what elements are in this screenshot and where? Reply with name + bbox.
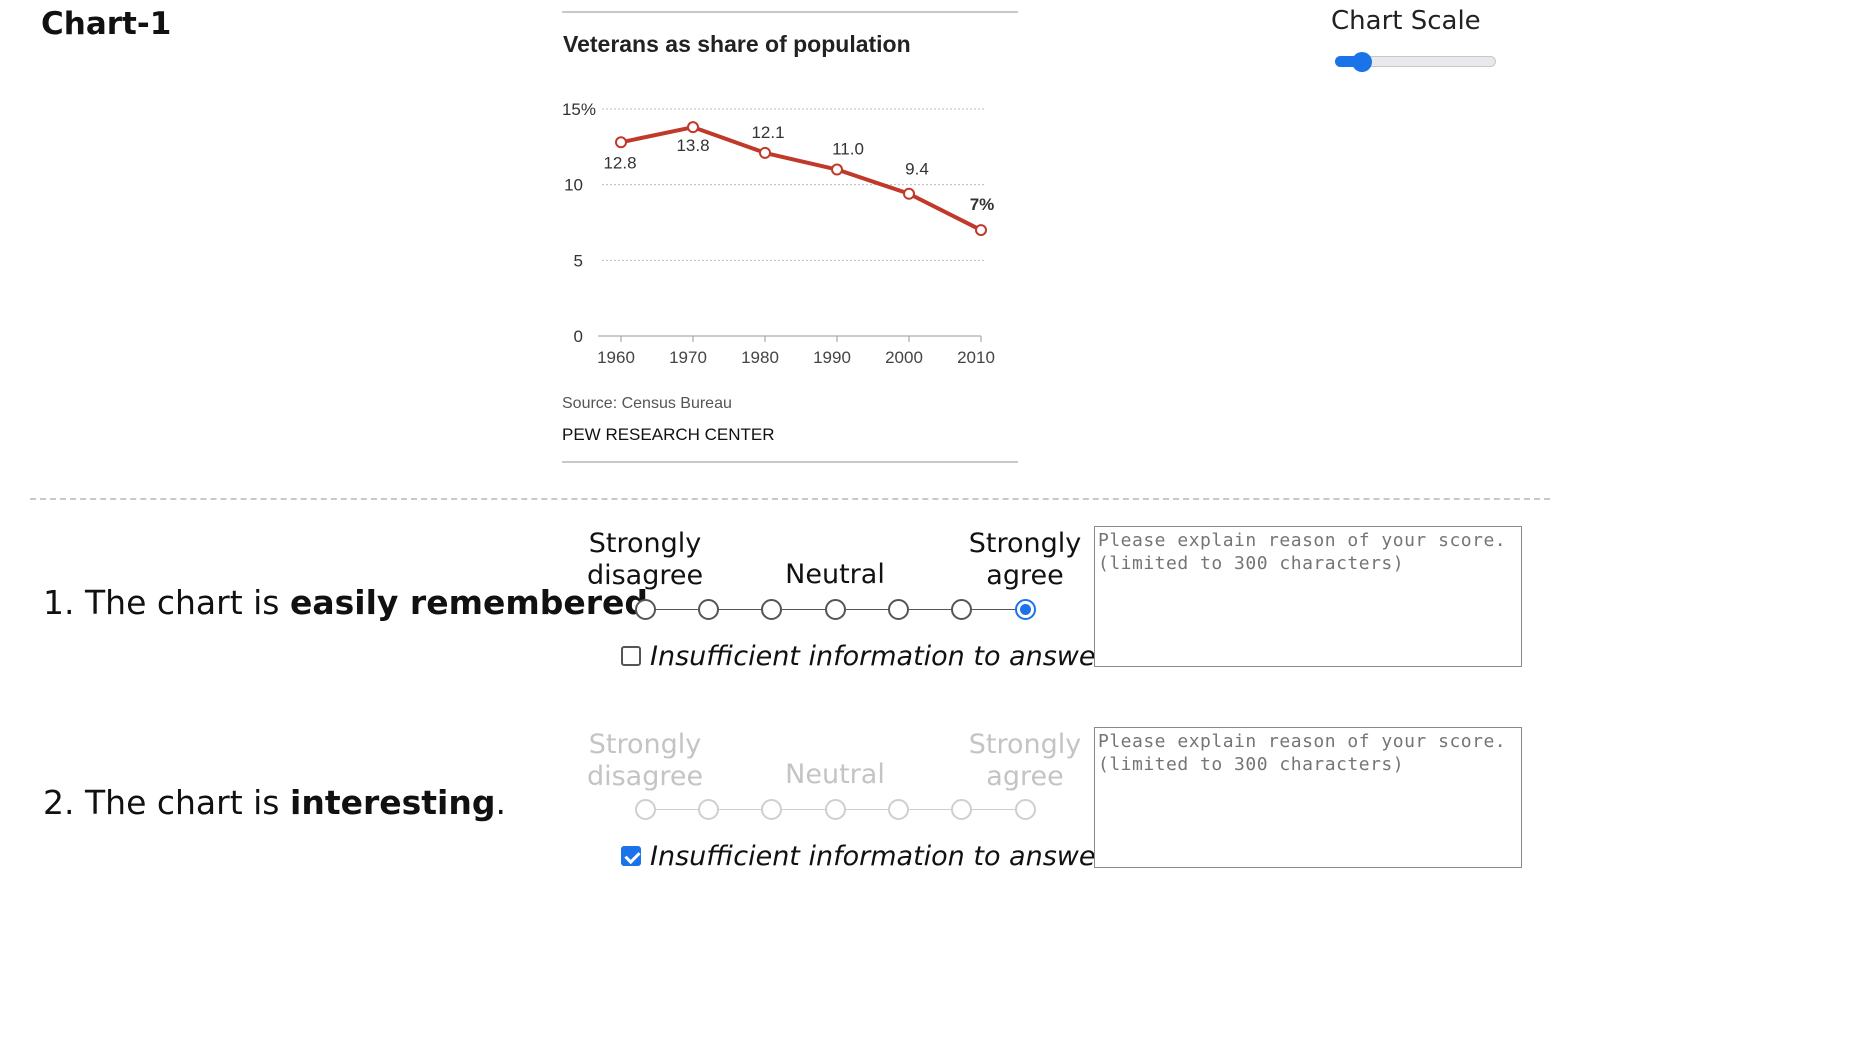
question-emphasis: interesting xyxy=(290,783,496,822)
scale-label-mid: Neutral xyxy=(785,559,885,590)
question-prefix: The chart is xyxy=(85,783,280,822)
chart-image: Veterans as share of population 0 5 10 15% 19… xyxy=(562,11,1018,463)
insufficient-info-checkbox[interactable] xyxy=(621,846,641,866)
insufficient-info-checkbox[interactable] xyxy=(621,646,641,666)
question-2-text: 2. The chart is interesting. xyxy=(43,783,506,822)
reason-textarea[interactable] xyxy=(1094,526,1522,667)
line-chart: Veterans as share of population 0 5 10 15% 19… xyxy=(562,31,995,444)
question-prefix: The chart is xyxy=(85,583,280,622)
scale-label-high: Strongly agree xyxy=(968,528,1082,591)
scale-label-low: Strongly disagree xyxy=(586,729,704,792)
likert-radio-5[interactable] xyxy=(888,599,909,620)
y-tick-label: 0 xyxy=(574,327,583,346)
likert-radio-7 xyxy=(1015,799,1036,820)
data-label: 12.8 xyxy=(603,153,636,172)
x-tick-label: 2000 xyxy=(885,348,923,367)
chart-scale-label: Chart Scale xyxy=(1331,6,1481,36)
y-tick-label: 10 xyxy=(564,176,583,195)
question-suffix: . xyxy=(495,783,506,822)
x-tick-label: 1970 xyxy=(669,348,707,367)
data-point xyxy=(903,187,915,200)
likert-radio-3 xyxy=(761,799,782,820)
scale-label-mid: Neutral xyxy=(785,759,885,790)
question-number: 1. xyxy=(43,583,75,622)
series-line xyxy=(620,125,982,232)
reason-textarea[interactable] xyxy=(1094,727,1522,868)
likert-radio-2[interactable] xyxy=(698,599,719,620)
likert-radio-7[interactable] xyxy=(1015,599,1036,620)
question-number: 2. xyxy=(43,783,75,822)
data-point xyxy=(687,121,699,134)
chart-scale-slider-fill xyxy=(1335,56,1362,67)
page-title: Chart-1 xyxy=(41,6,172,42)
data-point xyxy=(615,136,627,149)
x-tick-label: 1980 xyxy=(741,348,779,367)
data-label: 9.4 xyxy=(905,160,929,179)
data-label: 7% xyxy=(970,195,995,214)
insufficient-info-label: Insufficient information to answer. xyxy=(650,641,1113,672)
likert-radio-3[interactable] xyxy=(761,599,782,620)
likert-radio-1[interactable] xyxy=(635,599,656,620)
data-point xyxy=(975,224,987,237)
scale-label-high: Strongly agree xyxy=(968,729,1082,792)
insufficient-info-label: Insufficient information to answer. xyxy=(650,841,1113,872)
x-tick-label: 2010 xyxy=(957,348,995,367)
x-tick-label: 1960 xyxy=(597,348,635,367)
data-point xyxy=(759,146,771,159)
y-tick-label: 5 xyxy=(574,251,583,270)
data-label: 12.1 xyxy=(751,123,784,142)
likert-radio-6 xyxy=(951,799,972,820)
likert-radio-5 xyxy=(888,799,909,820)
question-emphasis: easily remembered xyxy=(290,583,649,622)
chart-publisher: PEW RESEARCH CENTER xyxy=(562,425,775,444)
data-point xyxy=(831,163,843,176)
data-label: 11.0 xyxy=(832,140,864,159)
likert-radio-4[interactable] xyxy=(825,599,846,620)
data-label: 13.8 xyxy=(676,136,709,155)
x-tick-label: 1990 xyxy=(813,348,851,367)
likert-radio-2 xyxy=(698,799,719,820)
y-tick-label: 15% xyxy=(562,100,596,119)
chart-source: Source: Census Bureau xyxy=(562,395,732,412)
likert-radio-1 xyxy=(635,799,656,820)
chart-scale-slider-thumb[interactable] xyxy=(1352,52,1372,72)
chart-title: Veterans as share of population xyxy=(563,31,911,57)
scale-label-low: Strongly disagree xyxy=(586,528,704,591)
likert-radio-4 xyxy=(825,799,846,820)
likert-radio-6[interactable] xyxy=(951,599,972,620)
section-divider xyxy=(30,498,1550,500)
question-1-text: 1. The chart is easily remembered. xyxy=(43,583,659,622)
